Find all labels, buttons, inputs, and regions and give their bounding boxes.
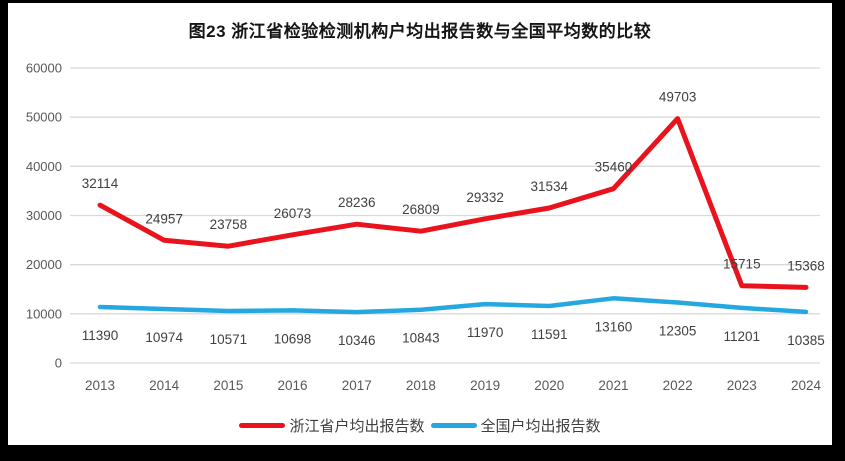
national-series-line xyxy=(97,296,809,315)
x-axis-tick-label: 2018 xyxy=(406,378,436,393)
data-point-label: 31534 xyxy=(530,179,568,194)
y-axis-tick-label: 30000 xyxy=(26,208,62,223)
x-axis-tick-label: 2022 xyxy=(663,378,693,393)
legend-line-swatch-blue xyxy=(430,423,477,428)
x-axis-tick-label: 2015 xyxy=(213,378,243,393)
legend-label-zhejiang: 浙江省户均出报告数 xyxy=(289,418,425,435)
legend-label-national: 全国户均出报告数 xyxy=(480,418,601,435)
x-axis-tick-label: 2016 xyxy=(278,378,308,393)
data-point-label: 10385 xyxy=(787,333,825,348)
data-point-label: 28236 xyxy=(338,195,376,210)
x-axis-tick-label: 2021 xyxy=(598,378,628,393)
y-axis-tick-label: 0 xyxy=(55,356,62,371)
data-point-label: 32114 xyxy=(82,176,119,191)
y-axis-tick-label: 50000 xyxy=(26,110,62,125)
data-point-label: 29332 xyxy=(466,190,504,205)
y-axis-tick-label: 40000 xyxy=(26,159,62,174)
data-point-label: 10843 xyxy=(402,331,440,346)
data-point-label: 13160 xyxy=(595,319,633,334)
data-point-label: 15715 xyxy=(723,257,761,272)
y-axis-tick-label: 20000 xyxy=(26,257,62,272)
data-point-label: 26073 xyxy=(274,206,312,221)
x-axis-tick-label: 2017 xyxy=(342,378,372,393)
legend-line-swatch-red xyxy=(239,423,286,428)
legend-item-national: 全国户均出报告数 xyxy=(430,415,601,436)
data-point-label: 10974 xyxy=(145,330,183,345)
x-axis-tick-label: 2013 xyxy=(85,378,115,393)
data-point-label: 10571 xyxy=(210,332,248,347)
chart-legend: 浙江省户均出报告数 全国户均出报告数 xyxy=(8,415,832,436)
data-point-label: 35460 xyxy=(595,160,633,175)
line-chart: 0 10000 20000 30000 40000 50000 60000 2013 2014 2… xyxy=(26,61,825,394)
data-point-label: 49703 xyxy=(659,90,697,105)
data-point-label: 12305 xyxy=(659,324,697,339)
x-axis-tick-label: 2023 xyxy=(727,378,757,393)
data-point-label: 11970 xyxy=(467,325,504,340)
x-axis-tick-label: 2019 xyxy=(470,378,500,393)
y-axis-tick-label: 60000 xyxy=(26,61,62,76)
legend-item-zhejiang: 浙江省户均出报告数 xyxy=(239,415,425,436)
data-point-label: 11390 xyxy=(82,328,119,343)
data-point-label: 15368 xyxy=(787,258,825,273)
y-axis-tick-label: 10000 xyxy=(26,306,62,321)
chart-title: 图23 浙江省检验检测机构户均出报告数与全国平均数的比较 xyxy=(188,22,652,41)
x-axis-tick-label: 2024 xyxy=(791,378,822,393)
data-point-label: 23758 xyxy=(210,217,248,232)
data-point-label: 11201 xyxy=(724,329,761,344)
data-point-label: 10346 xyxy=(338,333,376,348)
data-point-label: 10698 xyxy=(274,331,312,346)
x-axis-tick-label: 2014 xyxy=(149,378,180,393)
data-point-label: 26809 xyxy=(402,202,440,217)
zhejiang-series-line xyxy=(97,116,809,290)
data-point-label: 24957 xyxy=(145,211,183,226)
chart-canvas: 图23 浙江省检验检测机构户均出报告数与全国平均数的比较 0 10000 20000… xyxy=(8,3,832,445)
data-point-label: 11591 xyxy=(531,327,568,342)
x-axis-tick-label: 2020 xyxy=(534,378,564,393)
